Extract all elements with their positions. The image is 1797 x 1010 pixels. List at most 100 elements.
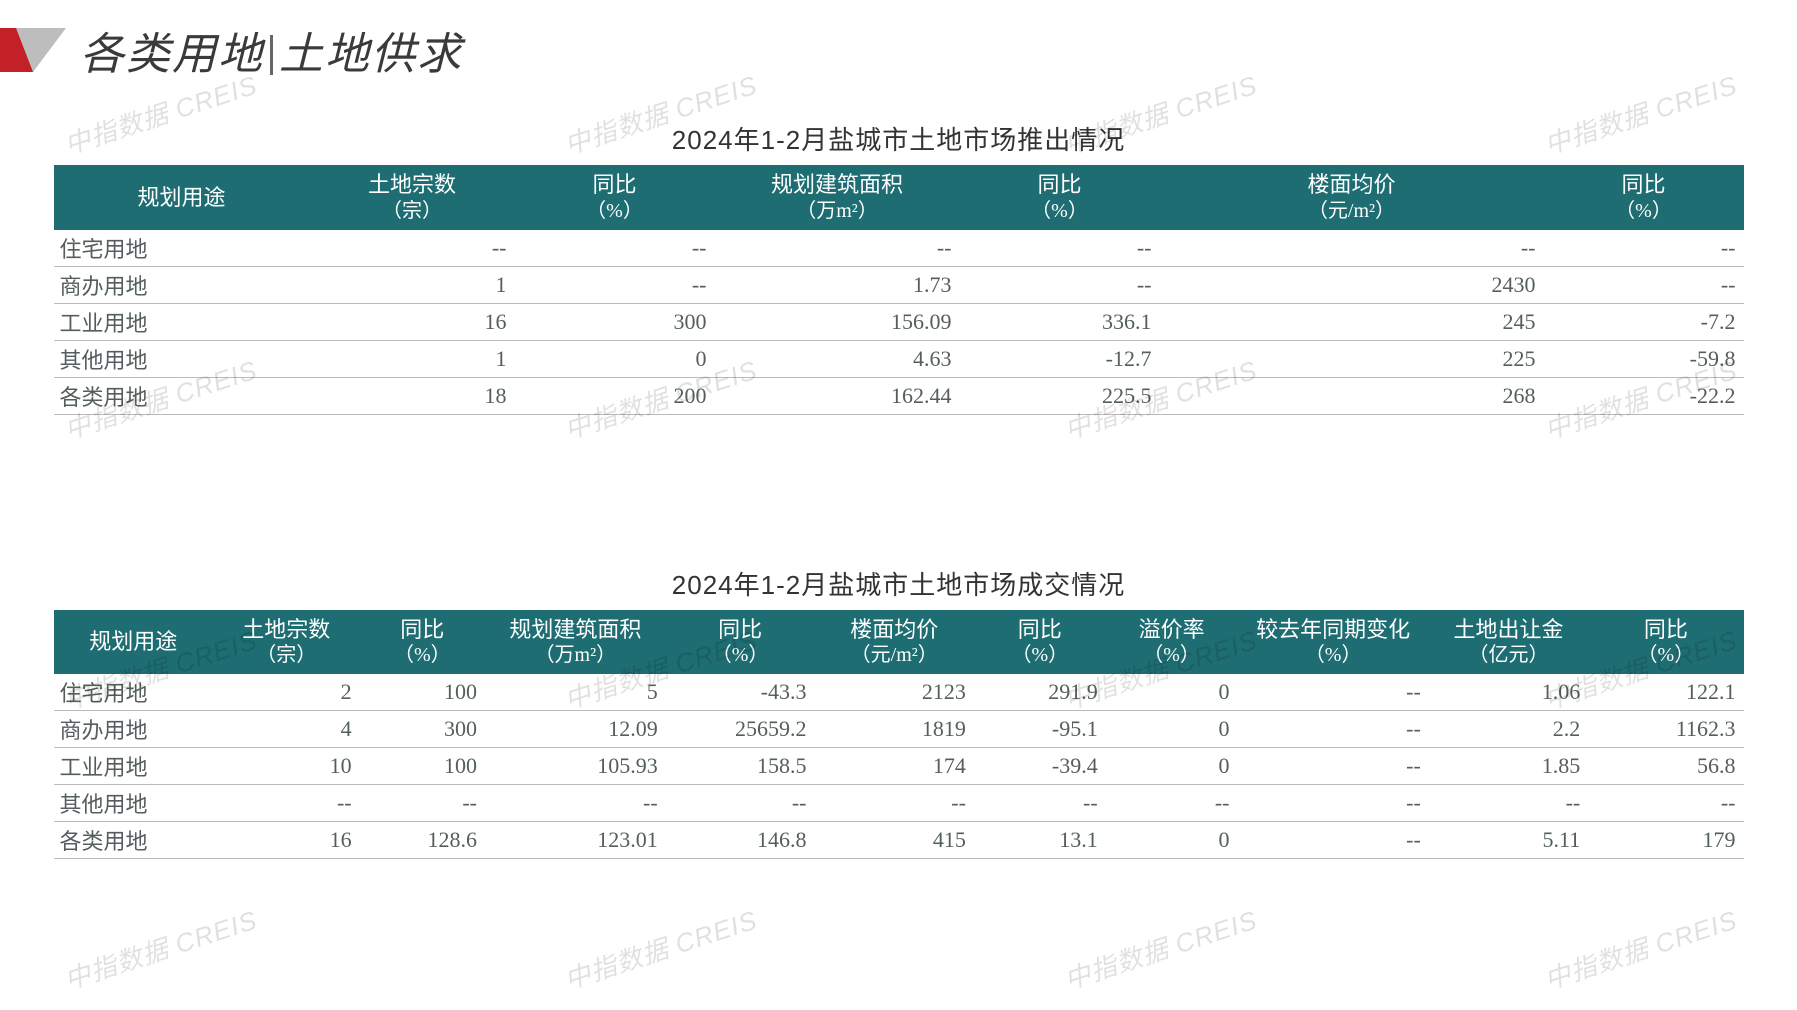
cell: --	[1238, 748, 1429, 785]
row-label: 商办用地	[54, 266, 310, 303]
cell: 56.8	[1588, 748, 1743, 785]
table-row: 各类用地16128.6123.01146.841513.10--5.11179	[54, 822, 1744, 859]
row-label: 住宅用地	[54, 230, 310, 267]
cell: 12.09	[485, 711, 666, 748]
title-right: 土地供求	[279, 30, 463, 79]
watermark: 中指数据 CREIS	[559, 900, 761, 997]
title-divider-icon	[270, 35, 273, 75]
col-header: 土地宗数（宗）	[213, 610, 360, 675]
cell: --	[666, 785, 815, 822]
cell: 174	[814, 748, 973, 785]
cell: 336.1	[960, 303, 1160, 340]
cell: 0	[1106, 822, 1238, 859]
cell: 1162.3	[1588, 711, 1743, 748]
cell: --	[1238, 785, 1429, 822]
col-header: 规划建筑面积（万m²）	[715, 165, 960, 230]
col-header: 土地宗数（宗）	[310, 165, 515, 230]
cell: 300	[360, 711, 485, 748]
watermark: 中指数据 CREIS	[59, 900, 261, 997]
col-header: 同比（%）	[1544, 165, 1744, 230]
col-header: 同比（%）	[960, 165, 1160, 230]
col-header: 楼面均价（元/m²）	[814, 610, 973, 675]
cell: 4	[213, 711, 360, 748]
row-label: 各类用地	[54, 822, 213, 859]
page-title: 各类用地土地供求	[80, 18, 463, 82]
row-label: 其他用地	[54, 340, 310, 377]
cell: --	[974, 785, 1106, 822]
cell: 0	[1106, 674, 1238, 711]
col-header: 同比（%）	[515, 165, 715, 230]
cell: -59.8	[1544, 340, 1744, 377]
table-row: 工业用地10100105.93158.5174-39.40--1.8556.8	[54, 748, 1744, 785]
cell: 162.44	[715, 377, 960, 414]
row-label: 住宅用地	[54, 674, 213, 711]
cell: 2	[213, 674, 360, 711]
cell: 0	[515, 340, 715, 377]
slide-root: 各类用地土地供求 2024年1-2月盐城市土地市场推出情况 规划用途土地宗数（宗…	[0, 0, 1797, 1010]
cell: 1	[310, 266, 515, 303]
table2-title: 2024年1-2月盐城市土地市场成交情况	[0, 565, 1797, 602]
cell: -7.2	[1544, 303, 1744, 340]
cell: 225	[1160, 340, 1544, 377]
cell: --	[1544, 266, 1744, 303]
cell: 128.6	[360, 822, 485, 859]
table-row: 住宅用地21005-43.32123291.90--1.06122.1	[54, 674, 1744, 711]
col-header: 规划用途	[54, 165, 310, 230]
cell: --	[485, 785, 666, 822]
table-row: 工业用地16300156.09336.1245-7.2	[54, 303, 1744, 340]
table-land-offer: 规划用途土地宗数（宗）同比（%）规划建筑面积（万m²）同比（%）楼面均价（元/m…	[54, 165, 1744, 415]
cell: 158.5	[666, 748, 815, 785]
cell: --	[1106, 785, 1238, 822]
table1-title: 2024年1-2月盐城市土地市场推出情况	[0, 120, 1797, 157]
table-land-deal: 规划用途土地宗数（宗）同比（%）规划建筑面积（万m²）同比（%）楼面均价（元/m…	[54, 610, 1744, 860]
col-header: 同比（%）	[666, 610, 815, 675]
cell: -43.3	[666, 674, 815, 711]
table-row: 住宅用地------------	[54, 230, 1744, 267]
cell: 200	[515, 377, 715, 414]
row-label: 工业用地	[54, 748, 213, 785]
cell: --	[1588, 785, 1743, 822]
cell: -12.7	[960, 340, 1160, 377]
cell: 156.09	[715, 303, 960, 340]
cell: -22.2	[1544, 377, 1744, 414]
col-header: 同比（%）	[1588, 610, 1743, 675]
cell: --	[515, 266, 715, 303]
cell: 123.01	[485, 822, 666, 859]
cell: 4.63	[715, 340, 960, 377]
col-header: 较去年同期变化（%）	[1238, 610, 1429, 675]
cell: 415	[814, 822, 973, 859]
cell: 0	[1106, 748, 1238, 785]
cell: 2.2	[1429, 711, 1588, 748]
table-row: 其他用地104.63-12.7225-59.8	[54, 340, 1744, 377]
cell: 1	[310, 340, 515, 377]
cell: --	[960, 266, 1160, 303]
cell: 1819	[814, 711, 973, 748]
cell: --	[814, 785, 973, 822]
cell: --	[1238, 711, 1429, 748]
col-header: 土地出让金（亿元）	[1429, 610, 1588, 675]
cell: 105.93	[485, 748, 666, 785]
table-row: 各类用地18200162.44225.5268-22.2	[54, 377, 1744, 414]
col-header: 楼面均价（元/m²）	[1160, 165, 1544, 230]
cell: 16	[213, 822, 360, 859]
row-label: 各类用地	[54, 377, 310, 414]
cell: 5.11	[1429, 822, 1588, 859]
watermark: 中指数据 CREIS	[1059, 900, 1261, 997]
cell: -95.1	[974, 711, 1106, 748]
cell: 225.5	[960, 377, 1160, 414]
cell: 1.06	[1429, 674, 1588, 711]
cell: --	[310, 230, 515, 267]
table-row: 商办用地430012.0925659.21819-95.10--2.21162.…	[54, 711, 1744, 748]
cell: 1.85	[1429, 748, 1588, 785]
cell: 16	[310, 303, 515, 340]
cell: --	[1160, 230, 1544, 267]
col-header: 同比（%）	[974, 610, 1106, 675]
col-header: 溢价率（%）	[1106, 610, 1238, 675]
cell: --	[1429, 785, 1588, 822]
table-row: 商办用地1--1.73--2430--	[54, 266, 1744, 303]
cell: 300	[515, 303, 715, 340]
cell: --	[715, 230, 960, 267]
cell: 13.1	[974, 822, 1106, 859]
cell: --	[960, 230, 1160, 267]
cell: 25659.2	[666, 711, 815, 748]
